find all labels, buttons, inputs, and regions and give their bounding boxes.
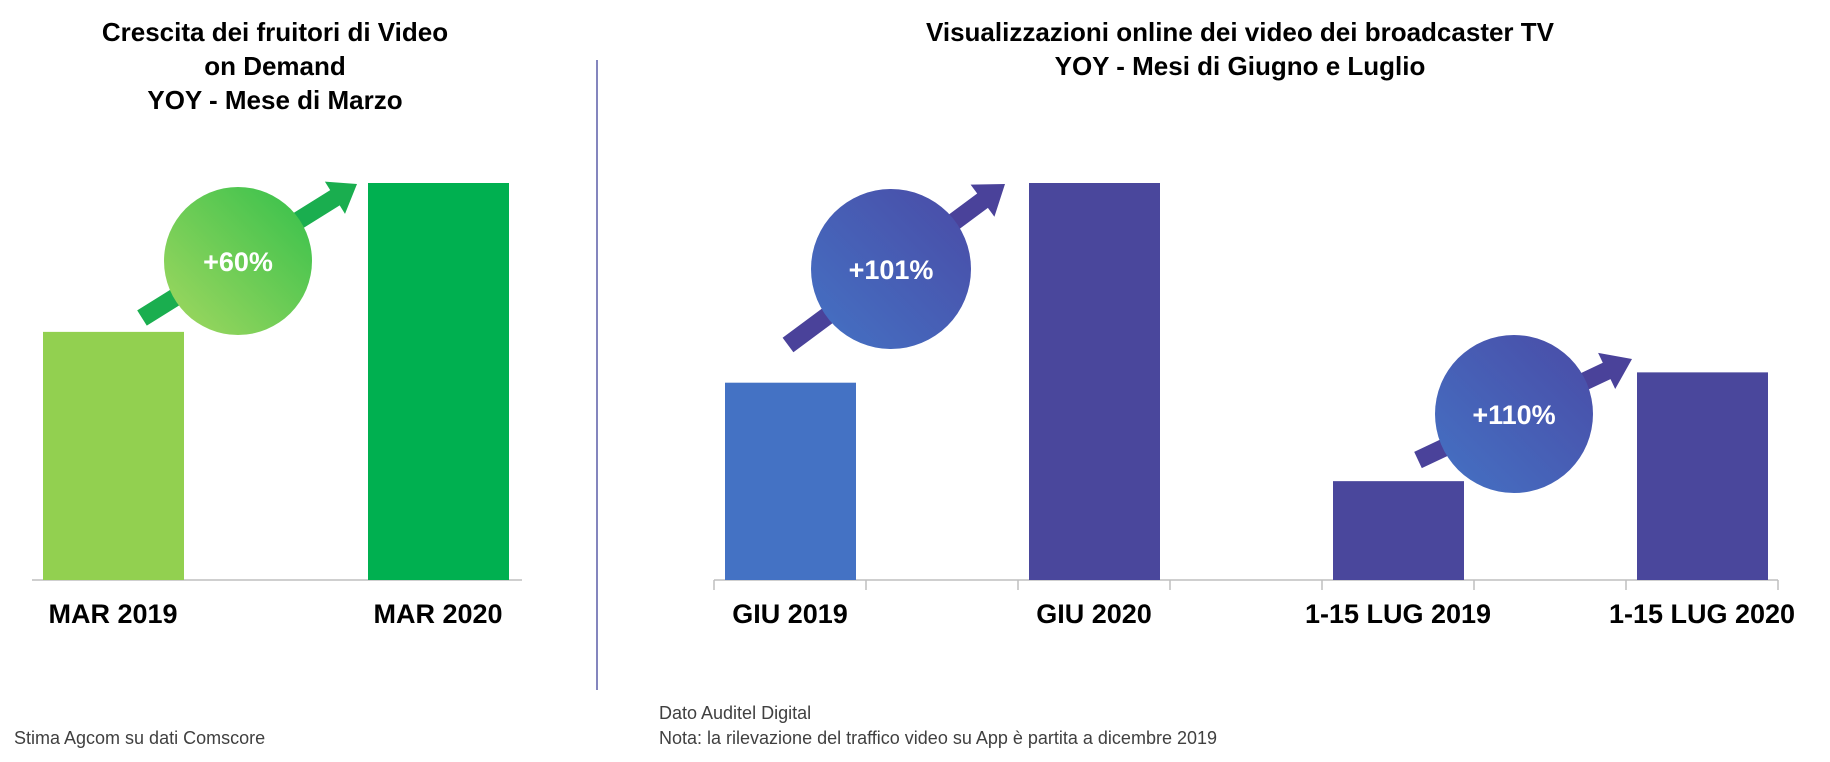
left-growth-circle [164, 187, 312, 335]
right-bar-1 [1029, 183, 1160, 580]
right-source-note-line-2: Nota: la rilevazione del traffico video … [659, 728, 1217, 748]
right-chart-title-line-1: Visualizzazioni online dei video dei bro… [926, 17, 1555, 47]
right-bar-3 [1637, 372, 1768, 580]
left-chart-title-line-1: Crescita dei fruitori di Video [102, 17, 448, 47]
right-growth-1-circle [811, 189, 971, 349]
right-tick-label-3: 1-15 LUG 2020 [1609, 599, 1795, 629]
right-chart-title-line-2: YOY - Mesi di Giugno e Luglio [1055, 51, 1426, 81]
left-tick-label-1: MAR 2020 [373, 599, 502, 629]
right-bar-0 [725, 382, 856, 580]
right-tick-label-2: 1-15 LUG 2019 [1305, 599, 1491, 629]
left-growth-label: +60% [203, 247, 273, 277]
left-tick-label-0: MAR 2019 [48, 599, 177, 629]
left-chart-title-line-3: YOY - Mese di Marzo [147, 85, 402, 115]
right-tick-label-0: GIU 2019 [732, 599, 848, 629]
right-bar-2 [1333, 481, 1464, 580]
left-chart-title-line-2: on Demand [204, 51, 346, 81]
right-source-note-line-1: Dato Auditel Digital [659, 703, 811, 723]
left-bar-1 [368, 183, 509, 580]
left-bar-0 [43, 331, 184, 580]
right-growth-2-circle [1435, 335, 1593, 493]
left-source-note: Stima Agcom su dati Comscore [14, 728, 265, 748]
right-growth-2-label: +110% [1472, 400, 1555, 430]
right-growth-1-label: +101% [849, 255, 934, 285]
right-tick-label-1: GIU 2020 [1036, 599, 1152, 629]
